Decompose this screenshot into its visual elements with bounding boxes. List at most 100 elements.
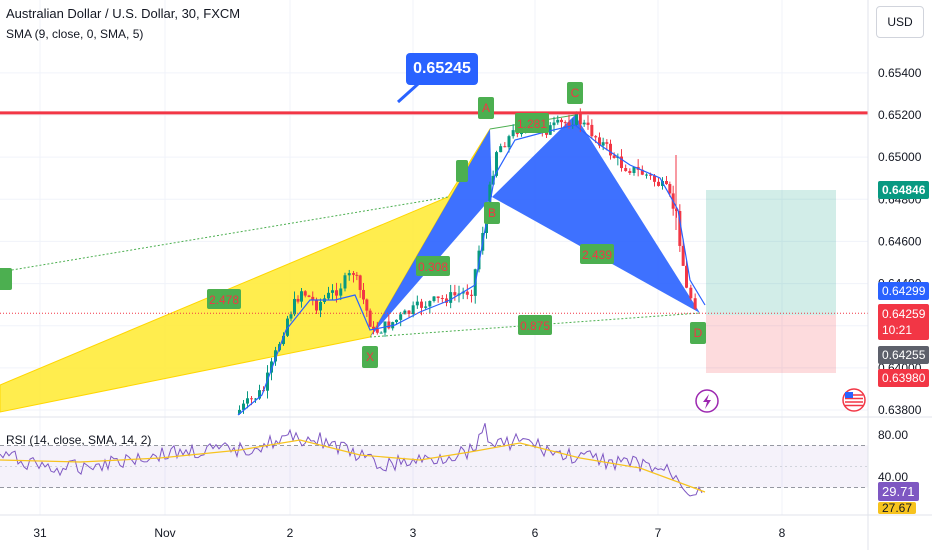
pattern-point-x-badge xyxy=(362,346,378,368)
time-tick-label: 6 xyxy=(532,526,539,540)
price-tick-label: 0.63800 xyxy=(878,403,922,417)
sma-line xyxy=(237,124,706,416)
candle-body xyxy=(387,321,391,329)
ratio-badge xyxy=(580,244,614,264)
candle-body xyxy=(289,314,293,319)
flag-canton xyxy=(845,392,853,398)
candle-body xyxy=(511,130,515,137)
candle-body xyxy=(445,298,448,303)
candle-body xyxy=(238,409,241,414)
rsi-line xyxy=(0,423,703,497)
candle-body xyxy=(246,398,249,404)
candle-body xyxy=(649,174,652,176)
candle-body xyxy=(689,287,693,299)
candle-body xyxy=(657,181,660,186)
sma-price-label: 0.64299 xyxy=(878,282,930,300)
pattern-point-x: X xyxy=(366,350,374,364)
candle-body xyxy=(545,132,548,135)
ratio-label: 2.439 xyxy=(582,248,612,262)
candle-body xyxy=(258,390,261,399)
candle-body xyxy=(465,291,469,295)
candle-body xyxy=(590,124,594,137)
candle-body xyxy=(601,142,605,146)
ratio-badge xyxy=(207,289,241,309)
chart-title: Australian Dollar / U.S. Dollar, 30, FXC… xyxy=(6,6,241,21)
candle-body xyxy=(594,136,598,138)
candle-body xyxy=(420,301,423,308)
candle-body xyxy=(507,136,511,148)
ratio-label: 1.281 xyxy=(517,117,547,131)
offscreen-label-badge xyxy=(0,268,12,290)
sma-indicator-label[interactable]: SMA (9, close, 0, SMA, 5) xyxy=(6,27,144,41)
candle-body xyxy=(488,184,492,210)
rsi-tick-label: 40.00 xyxy=(878,470,908,484)
candle-body xyxy=(575,113,578,125)
candle-body xyxy=(428,300,432,307)
target-zone xyxy=(706,190,836,315)
candle-body xyxy=(640,169,644,175)
candle-body xyxy=(362,289,365,300)
candle-body xyxy=(365,299,369,311)
candle-body xyxy=(632,166,636,173)
candle-body xyxy=(678,211,682,246)
risk-reward-tool xyxy=(706,190,836,373)
pattern-point-d: D xyxy=(694,326,703,340)
candle-body xyxy=(375,328,379,333)
rsi-ma-value-label: 27.67 xyxy=(878,502,917,514)
candle-body xyxy=(368,310,372,327)
price-callout[interactable]: 0.65245 xyxy=(406,53,478,85)
candle-body xyxy=(315,300,318,311)
pattern-point-d-badge xyxy=(690,322,706,344)
candle-body xyxy=(436,296,440,298)
candle-body xyxy=(665,181,668,185)
candle-body xyxy=(372,326,375,329)
currency-button[interactable]: USD xyxy=(876,6,924,38)
candle-body xyxy=(499,146,503,153)
candle-body xyxy=(556,119,560,123)
candle-body xyxy=(254,398,257,400)
candle-body xyxy=(624,168,628,172)
candle-body xyxy=(355,274,359,276)
ratio-label: 0.308 xyxy=(418,260,448,274)
candle-body xyxy=(307,295,311,297)
candle-body xyxy=(503,146,507,148)
rsi-value-label: 29.71 xyxy=(878,482,919,501)
target-price-label: 0.64846 xyxy=(878,181,930,199)
ratio-label: 0.875 xyxy=(520,319,550,333)
ratio-badge xyxy=(518,315,552,335)
price-tick-label: 0.65400 xyxy=(878,66,922,80)
candle-body xyxy=(347,273,351,276)
candle-body xyxy=(358,275,362,290)
candle-body xyxy=(605,142,609,144)
candle-body xyxy=(628,171,632,173)
price-tick-label: 0.65000 xyxy=(878,150,922,164)
sma-polyline xyxy=(237,124,706,416)
candle-body xyxy=(411,305,415,314)
pattern-point-b-badge xyxy=(484,202,500,224)
candle-body xyxy=(242,403,245,410)
rsi-indicator-label[interactable]: RSI (14, close, SMA, 14, 2) xyxy=(6,433,152,447)
candle-body xyxy=(407,310,411,314)
candle-body xyxy=(567,122,571,126)
candle-body xyxy=(578,113,582,125)
pattern-point-a: A xyxy=(482,101,490,115)
overlay-lines: X A B C D 2.478 0.308 1.281 2.439 0.875 xyxy=(0,82,868,413)
candle-body xyxy=(449,292,453,303)
candle-body xyxy=(563,122,567,124)
candle-body xyxy=(685,265,688,288)
rsi-ma-line xyxy=(0,439,706,493)
candle-body xyxy=(453,292,457,296)
rsi-band xyxy=(0,445,868,488)
candle-body xyxy=(612,155,616,158)
bcd-triangle xyxy=(492,115,700,313)
pattern-point-b: B xyxy=(488,206,496,220)
candle-body xyxy=(296,298,300,302)
rsi-lines xyxy=(0,423,706,497)
candle-body xyxy=(293,298,296,315)
ratio-label: 2.478 xyxy=(209,293,239,307)
last-price-label: 0.64259 10:21 xyxy=(878,304,930,340)
time-tick-label: 2 xyxy=(287,526,294,540)
candle-body xyxy=(327,292,330,299)
time-tick-label: 3 xyxy=(410,526,417,540)
